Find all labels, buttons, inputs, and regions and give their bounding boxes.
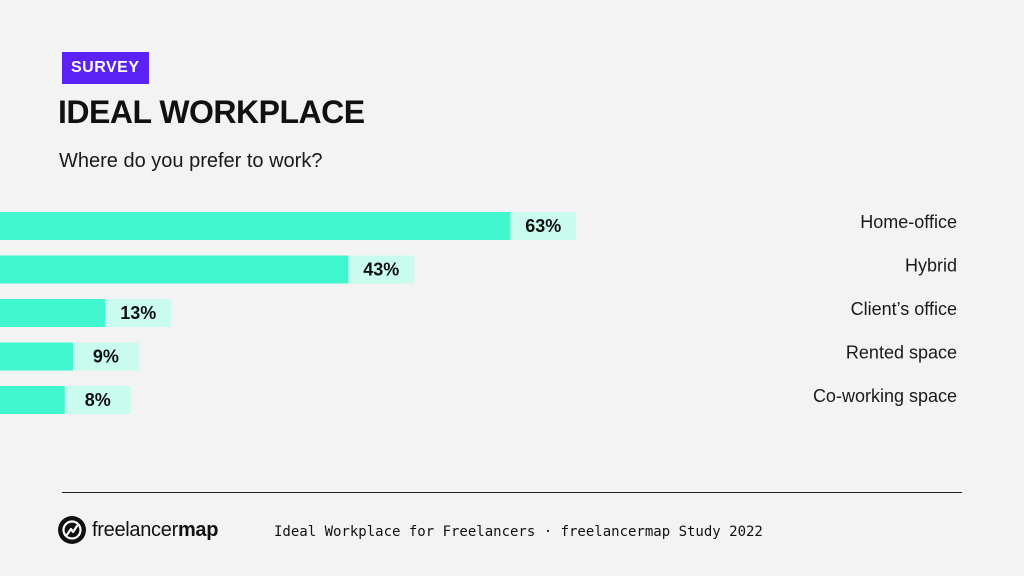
logo-wordmark: freelancermap bbox=[92, 519, 218, 542]
bar-label-bg bbox=[64, 386, 131, 414]
bar bbox=[0, 342, 73, 371]
bar-value-label: 43% bbox=[363, 260, 399, 280]
bar-label-bg bbox=[105, 299, 172, 327]
bar-value-label: 13% bbox=[120, 303, 156, 323]
freelancermap-logo-icon bbox=[58, 516, 86, 544]
bar bbox=[0, 212, 511, 240]
category-label: Co-working space bbox=[813, 386, 957, 406]
bar bbox=[0, 255, 349, 284]
bar-label-bg bbox=[348, 255, 415, 284]
page-title: IDEAL WORKPLACE bbox=[58, 94, 365, 130]
bar-value-label: 9% bbox=[93, 347, 119, 367]
category-label: Home-office bbox=[860, 212, 957, 232]
bar-label-bg bbox=[510, 212, 577, 240]
freelancermap-logo[interactable]: freelancermap bbox=[58, 516, 218, 544]
category-label: Rented space bbox=[846, 343, 957, 363]
bar-value-label: 63% bbox=[525, 216, 561, 236]
bar bbox=[0, 299, 106, 327]
bar-label-bg bbox=[72, 342, 139, 371]
category-label: Client’s office bbox=[851, 299, 957, 319]
footer-caption: Ideal Workplace for Freelancers · freela… bbox=[274, 524, 763, 540]
page-subtitle: Where do you prefer to work? bbox=[59, 150, 323, 172]
bar-value-label: 8% bbox=[85, 390, 111, 410]
logo-wordmark-regular: freelancer bbox=[92, 518, 178, 541]
category-label: Hybrid bbox=[905, 256, 957, 276]
footer-divider bbox=[62, 492, 962, 493]
logo-wordmark-bold: map bbox=[177, 518, 219, 541]
bar bbox=[0, 386, 65, 414]
survey-badge: SURVEY bbox=[62, 52, 149, 84]
